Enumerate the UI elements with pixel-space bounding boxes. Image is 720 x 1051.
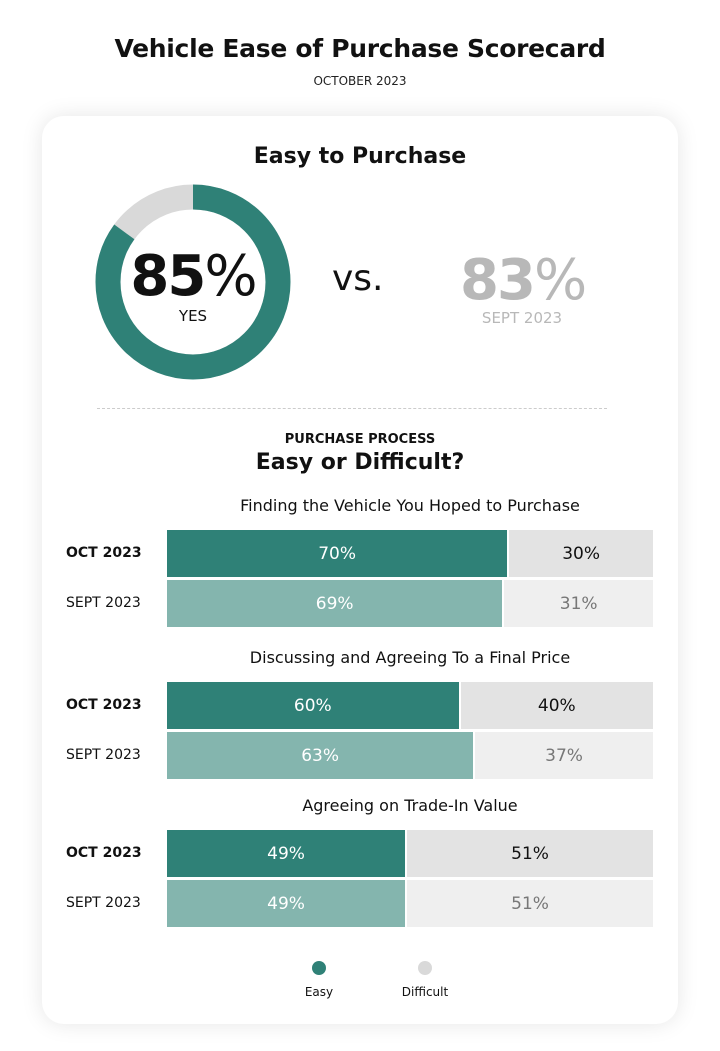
bar-difficult-segment: 31% [502,580,653,627]
donut-easy-arc [95,184,291,380]
process-title: Easy or Difficult? [255,450,465,475]
bar-difficult-segment: 51% [405,880,653,927]
bar-row: 60% 40% [167,682,653,729]
bar-difficult-segment: 51% [405,830,653,877]
process-kicker: PURCHASE PROCESS [284,432,436,447]
row-label: OCT 2023 [66,697,142,713]
page-title: Vehicle Ease of Purchase Scorecard [114,34,606,63]
bar-row: 49% 51% [167,880,653,927]
group-title: Finding the Vehicle You Hoped to Purchas… [240,496,580,515]
scorecard-card: Easy to Purchase 85% YES VS. 83% SEPT 20… [42,116,678,1024]
bar-row: 69% 31% [167,580,653,627]
current-label: YES [178,307,208,325]
bar-easy-segment: 49% [167,830,406,877]
summary-title: Easy to Purchase [253,144,467,169]
current-unit: % [204,244,257,309]
bar-difficult-segment: 40% [458,682,653,729]
row-label: SEPT 2023 [66,747,141,763]
row-label: OCT 2023 [66,545,142,561]
row-label: OCT 2023 [66,845,142,861]
legend-easy-dot [312,961,326,975]
previous-summary: 83% SEPT 2023 [460,248,587,327]
bar-easy-segment: 63% [167,732,474,779]
donut-chart [95,184,291,380]
legend-difficult-label: Difficult [401,985,449,999]
current-value: 85 [130,244,206,309]
bar-difficult-segment: 37% [473,732,653,779]
bar-easy-segment: 69% [167,580,503,627]
previous-unit: % [533,248,587,313]
bar-row: 70% 30% [167,530,653,577]
previous-label: SEPT 2023 [481,309,563,327]
bar-difficult-segment: 30% [507,530,653,577]
previous-value: 83 [460,248,536,313]
bar-easy-segment: 70% [167,530,508,577]
vs-label: VS. [332,258,384,299]
row-label: SEPT 2023 [66,595,141,611]
bar-easy-segment: 60% [167,682,459,729]
group-title: Agreeing on Trade-In Value [302,796,518,815]
divider [97,408,607,409]
page-subtitle: OCTOBER 2023 [313,74,407,88]
group-title: Discussing and Agreeing To a Final Price [249,648,571,667]
legend-easy-label: Easy [304,985,334,999]
donut-center: 85% YES [95,244,291,325]
row-label: SEPT 2023 [66,895,141,911]
bar-easy-segment: 49% [167,880,406,927]
legend-difficult-dot [418,961,432,975]
bar-row: 49% 51% [167,830,653,877]
bar-row: 63% 37% [167,732,653,779]
